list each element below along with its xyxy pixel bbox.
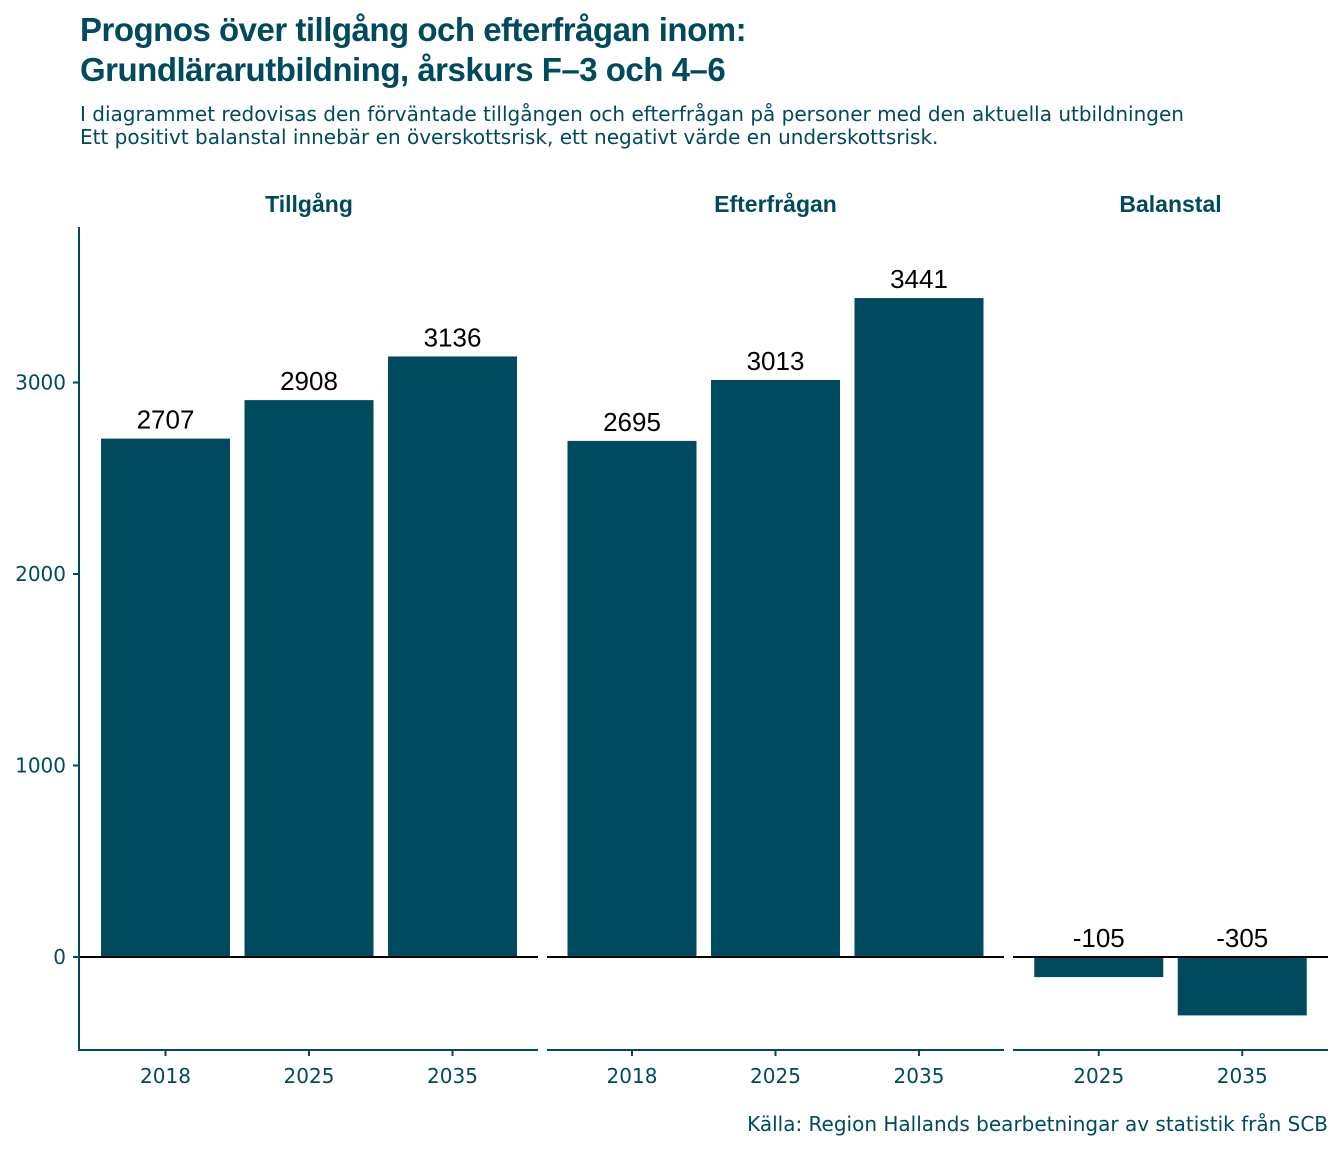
x-tick-label: 2025 (1073, 1064, 1124, 1088)
x-tick-label: 2025 (284, 1064, 335, 1088)
x-tick-label: 2018 (607, 1064, 658, 1088)
y-tick-label: 2000 (15, 562, 66, 586)
chart-subtitle: I diagrammet redovisas den förväntade ti… (80, 103, 1320, 149)
chart-title-line-1: Prognos över tillgång och efterfrågan in… (80, 11, 747, 48)
data-label: -305 (1216, 923, 1268, 953)
data-label: 2695 (603, 407, 661, 437)
bar (854, 298, 984, 958)
y-tick-label: 0 (53, 945, 66, 969)
chart-subtitle-line-2: Ett positivt balanstal innebär en översk… (80, 125, 939, 149)
chart-subtitle-line-1: I diagrammet redovisas den förväntade ti… (80, 102, 1184, 126)
bar (101, 438, 230, 957)
bar (567, 440, 697, 958)
facet-title: Tillgång (265, 191, 353, 217)
source-caption: Källa: Region Hallands bearbetningar av … (747, 1112, 1328, 1136)
bar (711, 380, 840, 957)
data-label: -105 (1073, 923, 1125, 953)
bar (388, 356, 517, 957)
chart-title: Prognos över tillgång och efterfrågan in… (80, 10, 1280, 90)
data-label: 2707 (137, 405, 195, 435)
bar (1034, 957, 1164, 978)
data-label: 3441 (890, 264, 948, 294)
facet-title: Efterfrågan (714, 191, 837, 217)
x-tick-label: 2035 (427, 1064, 478, 1088)
x-tick-label: 2025 (750, 1064, 801, 1088)
y-tick-label: 1000 (15, 754, 66, 778)
data-label: 2908 (280, 366, 338, 396)
chart-title-line-2: Grundlärarutbildning, årskurs F–3 och 4–… (80, 51, 726, 88)
x-tick-label: 2035 (894, 1064, 945, 1088)
bar (244, 400, 374, 957)
x-tick-label: 2035 (1217, 1064, 1268, 1088)
bar (1177, 957, 1307, 1016)
x-tick-label: 2018 (140, 1064, 191, 1088)
data-label: 3013 (747, 346, 805, 376)
data-label: 3136 (424, 322, 482, 352)
y-tick-label: 3000 (15, 371, 66, 395)
facet-title: Balanstal (1119, 191, 1221, 217)
